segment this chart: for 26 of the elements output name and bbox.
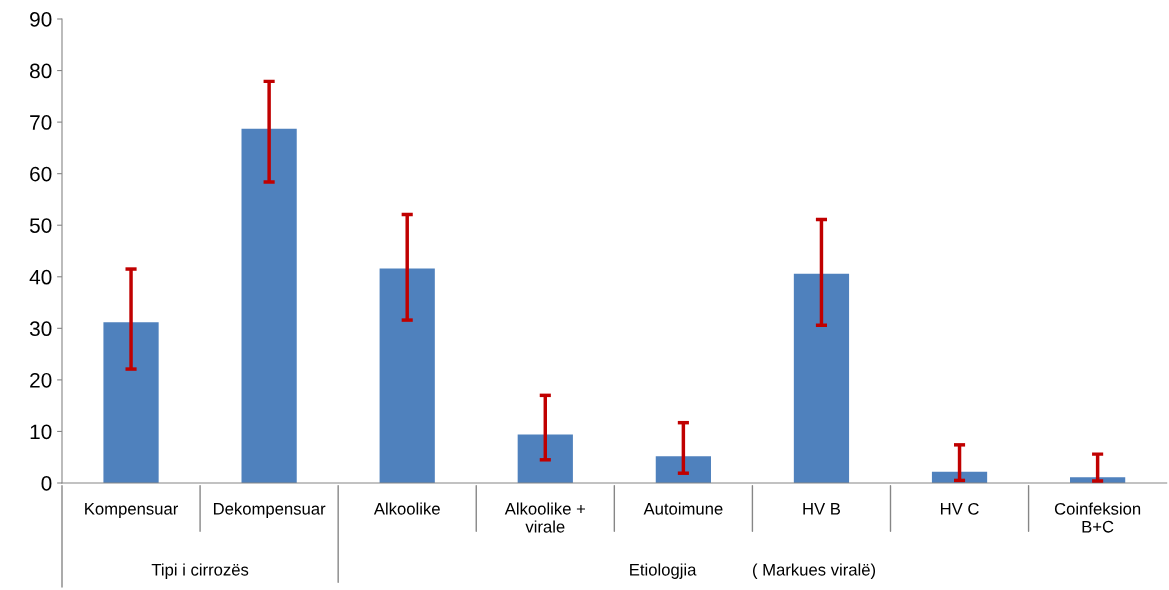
- bar: [379, 268, 435, 483]
- y-tick-label: 80: [30, 63, 52, 79]
- y-tick-label: 90: [30, 12, 52, 27]
- bar: [241, 128, 297, 483]
- x-tick-label: Autoimune: [643, 502, 723, 515]
- text: Etiologjia ( Markues viralë): [630, 563, 876, 579]
- bar: [103, 322, 159, 483]
- y-tick-label: 50: [29, 218, 52, 233]
- x-tick-label: Coinfeksion B+C: [1054, 502, 1141, 533]
- x-tick-label: Dekompensuar: [213, 502, 326, 518]
- y-tick-label: 10: [30, 424, 52, 440]
- x-tick-label: Alkoolike + virale: [504, 502, 585, 533]
- x-tick-label: HV C: [940, 502, 979, 515]
- y-tick-label: 40: [29, 269, 52, 285]
- bar: [655, 456, 711, 483]
- x-tick-label: Kompensuar: [85, 503, 179, 518]
- x-tick-label: Alkoolike: [373, 502, 440, 515]
- y-tick-label: 0: [41, 476, 52, 491]
- y-tick-label: 60: [30, 166, 52, 182]
- y-tick-label: 30: [29, 321, 52, 337]
- x-tick-label: HV B: [803, 503, 841, 515]
- text: Tipi i cirrozës: [151, 563, 249, 579]
- y-tick-label: 20: [30, 372, 52, 388]
- bar: [793, 273, 850, 483]
- y-tick-label: 70: [30, 115, 52, 130]
- bar: [517, 434, 573, 483]
